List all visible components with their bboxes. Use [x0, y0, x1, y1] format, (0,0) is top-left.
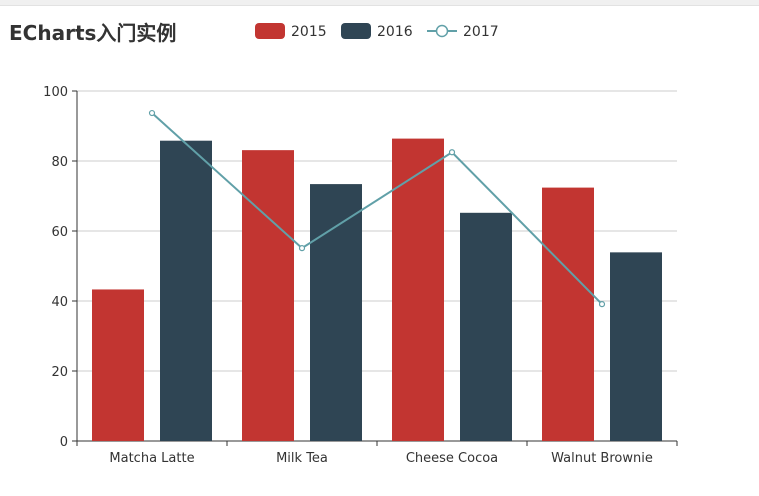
legend-marker [435, 24, 449, 38]
legend-swatch [341, 23, 371, 39]
legend-label: 2016 [377, 24, 413, 40]
legend-label: 2015 [291, 24, 327, 40]
bar-2016[interactable] [160, 140, 212, 441]
y-tick-label: 40 [51, 295, 68, 310]
bar-2016[interactable] [610, 252, 662, 441]
x-tick-label: Walnut Brownie [551, 451, 653, 466]
point-2017[interactable] [448, 149, 456, 156]
x-axis: Matcha Latte Milk Tea Cheese Cocoa Walnut B… [76, 440, 678, 466]
x-tick-label: Milk Tea [276, 451, 328, 466]
legend-item-2017[interactable]: 2017 [427, 24, 499, 40]
y-tick-label: 20 [51, 365, 68, 380]
bar-2016[interactable] [310, 184, 362, 441]
y-tick-label: 0 [60, 435, 68, 450]
bar-2016[interactable] [460, 212, 512, 441]
bar-2015[interactable] [242, 150, 294, 441]
bar-2015[interactable] [392, 138, 444, 441]
legend[interactable]: 2015 2016 2017 [255, 23, 499, 40]
line-2017 [151, 112, 603, 305]
y-tick-label: 100 [43, 85, 68, 100]
bars [92, 138, 662, 441]
chart-title: ECharts入门实例 [9, 21, 177, 45]
window-top-border [0, 0, 759, 6]
legend-item-2015[interactable]: 2015 [255, 23, 327, 40]
legend-swatch [255, 23, 285, 39]
x-tick-label: Cheese Cocoa [406, 451, 498, 466]
point-2017[interactable] [148, 109, 156, 117]
y-tick-label: 80 [51, 155, 68, 170]
line-series [148, 109, 606, 308]
y-axis: 0 20 40 60 80 100 [43, 85, 78, 450]
y-tick-label: 60 [51, 225, 68, 240]
x-tick-label: Matcha Latte [109, 451, 194, 466]
point-2017[interactable] [598, 301, 606, 308]
legend-item-2016[interactable]: 2016 [341, 23, 413, 40]
bar-2015[interactable] [92, 289, 144, 441]
legend-label: 2017 [463, 24, 499, 40]
point-2017[interactable] [298, 245, 306, 252]
bar-2015[interactable] [542, 187, 594, 441]
